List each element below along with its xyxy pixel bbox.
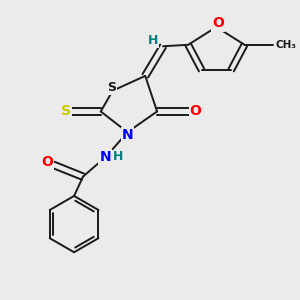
Text: CH₃: CH₃ [275, 40, 296, 50]
Text: S: S [61, 104, 71, 118]
Text: N: N [99, 150, 111, 164]
Text: N: N [122, 128, 133, 142]
Text: O: O [190, 104, 202, 118]
Text: H: H [113, 150, 123, 163]
Text: O: O [212, 16, 224, 30]
Text: O: O [41, 155, 53, 170]
Text: H: H [147, 34, 158, 47]
Text: S: S [106, 81, 116, 94]
